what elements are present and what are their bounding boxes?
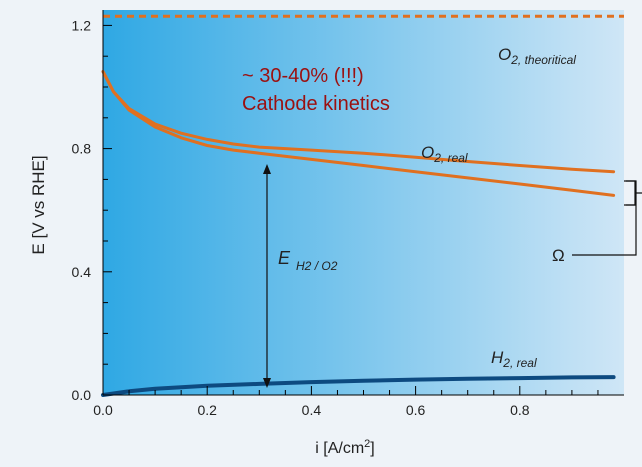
loss-cause-annotation: Cathode kinetics — [242, 93, 390, 115]
y-tick-label: 0.4 — [72, 264, 92, 280]
y-axis-label: E [V vs RHE] — [29, 155, 48, 254]
e-h2-o2-label: E H2 / O2 — [278, 248, 338, 273]
x-tick-label: 0.6 — [406, 402, 426, 418]
y-tick-label: 0.8 — [72, 141, 92, 157]
series-o2-real-upper — [101, 70, 616, 174]
x-tick-label: 0.2 — [197, 402, 217, 418]
voltage-gap-arrow — [263, 164, 271, 388]
ticks-layer: 0.0 0.2 0.4 0.6 0.8 0.0 0.4 0.8 1.2 — [72, 17, 599, 418]
x-tick-label: 0.4 — [302, 402, 322, 418]
series-h2-real — [101, 375, 616, 397]
x-tick-label: 0.8 — [510, 402, 530, 418]
y-tick-label: 1.2 — [72, 17, 92, 33]
ohmic-loss-bracket — [624, 180, 642, 206]
omega-label: Ω — [552, 246, 565, 265]
o2-theoretical-label: O2, theoritical — [498, 45, 576, 67]
x-axis-label: i [A/cm2] — [315, 438, 374, 457]
series-layer — [101, 14, 624, 397]
h2-real-label: H2, real — [491, 348, 537, 370]
series-o2-real-lower — [101, 70, 616, 197]
y-tick-label: 0.0 — [72, 387, 92, 403]
plot-area — [103, 10, 624, 395]
x-tick-label: 0.0 — [93, 402, 113, 418]
o2-real-label: O2, real — [421, 143, 468, 165]
omega-bracket — [572, 180, 637, 256]
loss-percent-annotation: ~ 30-40% (!!!) — [242, 65, 364, 87]
